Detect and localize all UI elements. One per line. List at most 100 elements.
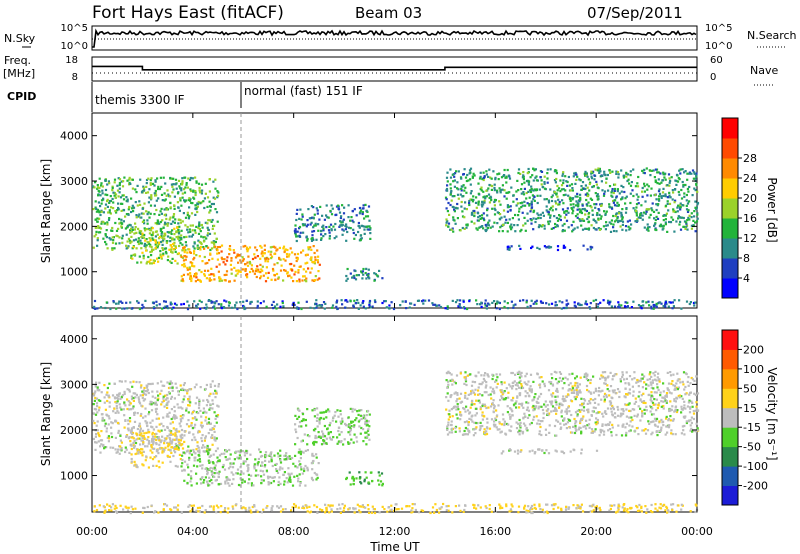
power-cell-0-475 [106, 223, 109, 226]
power-cell-5-33 [465, 226, 468, 229]
power-cell-7-82 [373, 299, 377, 302]
velocity-cell-5-498 [475, 412, 478, 415]
power-cell-5-874 [530, 206, 534, 209]
velocity-cell-2-50 [298, 448, 301, 451]
power-cell-5-893 [624, 202, 627, 205]
power-cell-5-996 [668, 202, 672, 205]
velocity-cell-5-183 [647, 384, 650, 387]
power-cell-5-977 [469, 178, 472, 181]
power-cell-5-1000 [645, 167, 648, 170]
freq-left-tick-top: 18 [65, 55, 78, 66]
power-cell-0-198 [158, 213, 161, 216]
power-cell-3-191 [343, 206, 346, 209]
power-cell-5-422 [479, 171, 482, 174]
power-cell-7-374 [648, 304, 651, 307]
velocity-cell-0-187 [179, 406, 182, 409]
velocity-cell-5-39 [681, 380, 684, 383]
velocity-cell-1-38 [151, 431, 154, 434]
power-cell-2-309 [307, 246, 310, 249]
power-cell-5-748 [576, 216, 579, 219]
power-cell-5-729 [678, 193, 681, 196]
power-cell-2-95 [279, 269, 283, 272]
power-cell-7-306 [584, 300, 588, 303]
power-cell-0-220 [184, 224, 187, 227]
velocity-cell-3-179 [314, 427, 317, 430]
velocity-cell-0-479 [140, 384, 143, 387]
velocity-cell-2-91 [268, 460, 271, 463]
power-cell-5-720 [456, 207, 459, 210]
power-cell-1-120 [176, 226, 179, 229]
power-cell-2-350 [199, 248, 202, 251]
power-cell-1-121 [170, 261, 173, 264]
velocity-cell-5-367 [459, 392, 463, 395]
power-cell-5-1080 [576, 208, 579, 211]
velocity-cell-5-514 [459, 418, 462, 421]
velocity-cell-4-26 [381, 484, 384, 487]
velocity-cell-5-116 [554, 406, 557, 410]
power-cell-7-161 [144, 299, 147, 302]
velocity-cell-3-174 [356, 410, 359, 413]
velocity-cell-0-383 [133, 412, 136, 415]
power-cell-5-631 [460, 189, 463, 192]
velocity-cell-1-71 [177, 448, 180, 451]
power-cell-7-266 [485, 304, 489, 307]
power-cell-2-339 [272, 245, 276, 248]
power-cell-5-1044 [585, 172, 588, 175]
power-cell-1-20 [176, 262, 179, 265]
power-cell-5-1132 [468, 172, 471, 175]
power-cell-5-1107 [463, 207, 466, 210]
power-cell-3-57 [349, 227, 352, 230]
power-cell-0-277 [136, 204, 139, 207]
velocity-cell-0-294 [166, 435, 169, 438]
power-cell-5-480 [499, 213, 502, 216]
power-cell-7-171 [613, 305, 617, 308]
power-cell-7-349 [352, 304, 355, 307]
power-cell-5-270 [611, 207, 614, 210]
power-cell-5-492 [609, 171, 612, 174]
velocity-cell-0-642 [194, 438, 197, 441]
power-cell-2-301 [291, 269, 294, 272]
power-cell-5-478 [645, 210, 648, 213]
power-cell-0-548 [128, 239, 131, 242]
velocity-cell-1-76 [140, 432, 143, 435]
power-cell-0-119 [209, 248, 212, 252]
power-cell-2-236 [246, 264, 250, 267]
power-cell-5-304 [685, 193, 688, 197]
velocity-cell-0-564 [177, 406, 180, 409]
power-cell-7-242 [626, 301, 629, 304]
power-cell-5-371 [569, 203, 572, 206]
power-cell-2-269 [278, 256, 281, 259]
velocity-cell-0-166 [188, 397, 191, 401]
nsky-left-tick-bottom: 10^0 [61, 41, 88, 52]
power-cell-0-223 [189, 224, 192, 227]
power-cell-3-40 [325, 204, 328, 207]
velocity-cell-4-17 [365, 476, 368, 479]
power-cell-5-62 [513, 224, 516, 227]
power-cell-5-778 [629, 201, 632, 205]
power-cell-5-159 [625, 175, 628, 178]
power-cell-2-331 [305, 280, 308, 283]
power-cell-1-24 [170, 250, 173, 253]
power-cell-5-57 [525, 191, 528, 195]
power-cell-3-21 [330, 204, 333, 207]
power-cell-7-146 [626, 306, 629, 309]
velocity-cell-5-610 [656, 425, 659, 428]
power-cell-5-355 [479, 188, 482, 191]
power-cell-2-342 [247, 255, 250, 258]
velocity-cell-5-204 [555, 419, 558, 422]
velocity-cell-5-461 [574, 427, 577, 430]
velocity-cell-5-115 [690, 400, 693, 403]
velocity-cell-2-293 [270, 451, 273, 454]
velocity-cell-5-227 [562, 395, 565, 398]
velocity-cell-2-291 [286, 455, 289, 459]
velocity-cell-2-204 [264, 456, 267, 459]
velocity-cell-0-378 [150, 401, 153, 404]
power-cell-5-403 [617, 203, 620, 207]
power-cell-5-1101 [646, 223, 649, 226]
power-cell-0-526 [207, 228, 210, 232]
power-cell-5-982 [445, 198, 448, 201]
power-cell-2-14 [220, 279, 223, 282]
velocity-cell-2-6 [242, 462, 245, 465]
velocity-cell-0-23 [103, 396, 106, 399]
power-cell-5-148 [536, 201, 539, 205]
